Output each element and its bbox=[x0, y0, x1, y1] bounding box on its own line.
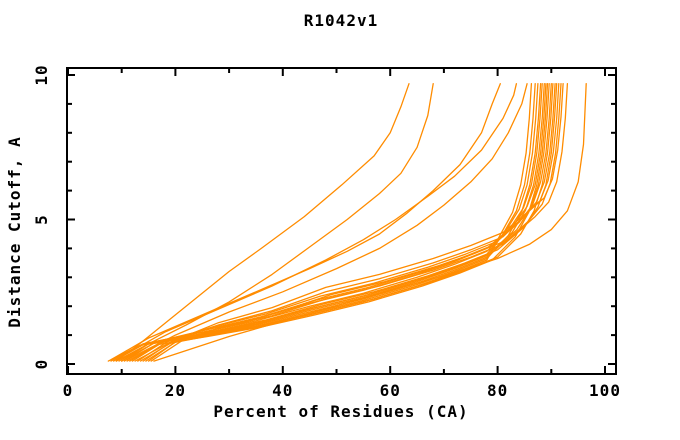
y-tick-label: 5 bbox=[32, 214, 51, 225]
plot-border bbox=[66, 67, 617, 375]
model-curve bbox=[115, 83, 410, 362]
model-curve bbox=[134, 83, 554, 362]
chart-title: R1042v1 bbox=[304, 11, 378, 30]
model-curve bbox=[142, 83, 560, 362]
model-curve bbox=[145, 83, 562, 362]
x-tick-label: 20 bbox=[165, 381, 186, 400]
model-curve bbox=[121, 83, 545, 362]
model-curve bbox=[112, 83, 539, 362]
model-curve bbox=[107, 83, 533, 362]
x-tick-label: 60 bbox=[380, 381, 401, 400]
model-curve bbox=[115, 83, 542, 362]
tick-labels-group: 0 20 40 60 80 100 0 5 10 bbox=[32, 64, 621, 400]
x-axis-label: Percent of Residues (CA) bbox=[213, 402, 468, 421]
model-curve bbox=[118, 83, 543, 362]
y-tick-label: 10 bbox=[32, 64, 51, 85]
x-tick-label: 100 bbox=[589, 381, 621, 400]
model-curve bbox=[121, 83, 434, 362]
model-curve bbox=[147, 83, 564, 362]
model-curve bbox=[123, 83, 547, 362]
model-curve bbox=[139, 83, 558, 362]
tick-marks-group bbox=[67, 68, 616, 374]
model-curves-group bbox=[107, 83, 587, 362]
y-axis-label: Distance Cutoff, A bbox=[5, 136, 24, 327]
model-curve bbox=[137, 83, 556, 362]
y-tick-label: 0 bbox=[32, 359, 51, 370]
x-tick-label: 80 bbox=[487, 381, 508, 400]
model-curve bbox=[110, 83, 536, 362]
model-curve bbox=[153, 83, 587, 362]
model-curve bbox=[110, 83, 501, 361]
x-tick-label: 0 bbox=[63, 381, 74, 400]
model-curve bbox=[150, 83, 569, 362]
model-curve bbox=[126, 83, 528, 361]
model-curve bbox=[115, 83, 518, 361]
x-tick-label: 40 bbox=[272, 381, 293, 400]
